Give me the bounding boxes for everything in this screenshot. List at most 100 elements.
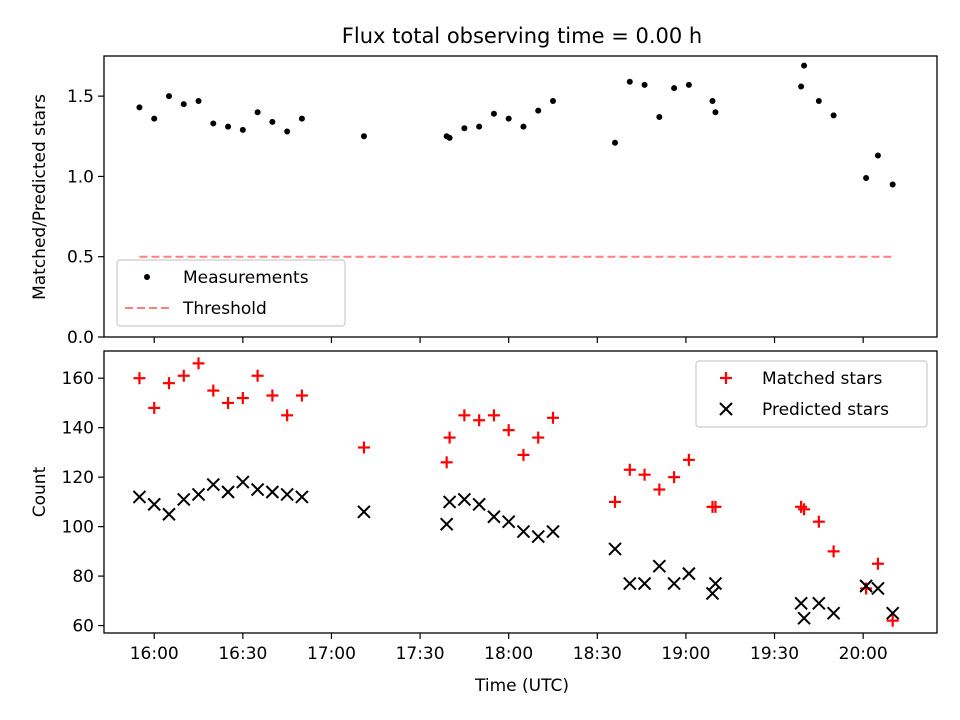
matched-stars-point	[192, 357, 205, 370]
legend-label: Threshold	[182, 299, 267, 319]
matched-stars-point	[546, 411, 559, 424]
measurement-point	[863, 175, 870, 182]
legend-label: Predicted stars	[762, 400, 889, 420]
measurement-point	[798, 83, 805, 90]
measurement-point	[641, 81, 648, 88]
measurement-point	[151, 115, 158, 122]
predicted-stars-point	[705, 586, 720, 601]
predicted-stars-point	[708, 576, 723, 591]
y-tick-label: 60	[72, 617, 94, 637]
matched-stars-point	[281, 409, 294, 422]
measurement-point	[476, 123, 483, 130]
x-tick-label: 18:00	[484, 644, 533, 664]
chart-title: Flux total observing time = 0.00 h	[342, 24, 702, 48]
measurement-point	[254, 109, 261, 116]
legend-box	[695, 360, 928, 428]
matched-stars-point	[886, 614, 899, 627]
matched-stars-point	[795, 500, 808, 513]
measurement-point	[505, 115, 512, 122]
measurement-point	[612, 139, 619, 146]
matched-stars-point	[798, 503, 811, 516]
measurement-point	[889, 181, 896, 188]
measurement-point	[874, 152, 881, 159]
predicted-stars-point	[885, 606, 900, 620]
matched-stars-point	[440, 456, 453, 469]
predicted-stars-point	[637, 576, 652, 591]
legend: Matched stars Predicted stars	[695, 360, 928, 428]
matched-stars-point	[148, 401, 161, 414]
measurement-point	[165, 93, 172, 100]
measurement-point	[801, 62, 808, 69]
matched-stars-point	[871, 557, 884, 570]
predicted-stars-point	[826, 606, 841, 620]
x-tick-label: 16:30	[218, 644, 267, 664]
matched-stars-point	[177, 369, 190, 382]
predicted-stars-point	[608, 542, 622, 556]
matched-stars-point	[638, 468, 651, 481]
predicted-stars-point	[280, 487, 294, 502]
matched-stars-point	[487, 409, 500, 422]
matched-stars-point	[133, 372, 146, 385]
predicted-stars-point	[516, 524, 531, 539]
matched-stars-point	[251, 369, 264, 382]
measurement-point	[136, 104, 143, 111]
measurement-point	[239, 126, 246, 133]
matched-stars-point	[653, 483, 666, 496]
predicted-stars-point	[265, 485, 280, 499]
matched-stars-point	[682, 453, 695, 466]
matched-stars-point	[207, 384, 220, 397]
y-tick-label: 1.0	[67, 167, 94, 187]
predicted-stars-point	[191, 487, 206, 502]
matched-stars-point	[860, 582, 873, 595]
matched-stars-point	[609, 495, 622, 508]
matched-stars-point	[532, 431, 545, 444]
matched-stars-point	[623, 463, 636, 476]
matched-stars-point	[266, 389, 279, 402]
measurement-point	[712, 109, 719, 116]
matched-stars-point	[222, 396, 235, 409]
x-tick-label: 16:00	[130, 644, 179, 664]
y-tick-label: 1.5	[67, 87, 94, 107]
predicted-stars-point	[667, 576, 681, 591]
measurement-point	[446, 134, 453, 141]
predicted-stars-point	[472, 497, 486, 512]
matched-stars-point	[668, 471, 681, 484]
predicted-stars-point	[797, 611, 811, 625]
measurement-point	[360, 133, 367, 140]
measurement-point	[656, 114, 663, 121]
predicted-stars-point	[794, 596, 808, 611]
measurement-point	[269, 118, 276, 125]
y-tick-label: 120	[62, 468, 94, 488]
x-tick-label: 19:00	[661, 644, 710, 664]
predicted-stars-point	[295, 490, 309, 504]
legend: Measurements Threshold	[116, 259, 346, 327]
legend-measurements-marker	[144, 274, 150, 280]
y-tick-label: 80	[72, 567, 94, 587]
predicted-stars-point	[357, 505, 371, 519]
predicted-stars-point	[531, 529, 545, 544]
axes-frame	[103, 350, 938, 634]
x-tick-label: 18:30	[573, 644, 622, 664]
legend-label: Matched stars	[762, 369, 882, 389]
y-tick-label: 140	[62, 419, 94, 439]
measurement-point	[284, 128, 291, 135]
predicted-stars-point	[487, 510, 501, 524]
matched-stars-point	[295, 389, 308, 402]
measurement-point	[830, 112, 837, 119]
measurement-point	[298, 115, 305, 122]
predicted-stars-point	[546, 524, 560, 539]
measurement-point	[461, 125, 468, 132]
measurement-point	[549, 97, 556, 104]
predicted-stars-point	[162, 507, 176, 521]
predicted-stars-point	[859, 579, 873, 593]
measurement-point	[520, 123, 527, 130]
predicted-stars-point	[682, 566, 696, 581]
measurement-point	[815, 97, 822, 104]
matched-stars-point	[812, 515, 825, 528]
legend-predicted-marker	[719, 402, 733, 416]
predicted-stars-point	[206, 477, 221, 492]
measurement-point	[709, 97, 716, 104]
x-tick-label: 17:00	[307, 644, 356, 664]
y-axis-label: Count	[30, 466, 50, 517]
